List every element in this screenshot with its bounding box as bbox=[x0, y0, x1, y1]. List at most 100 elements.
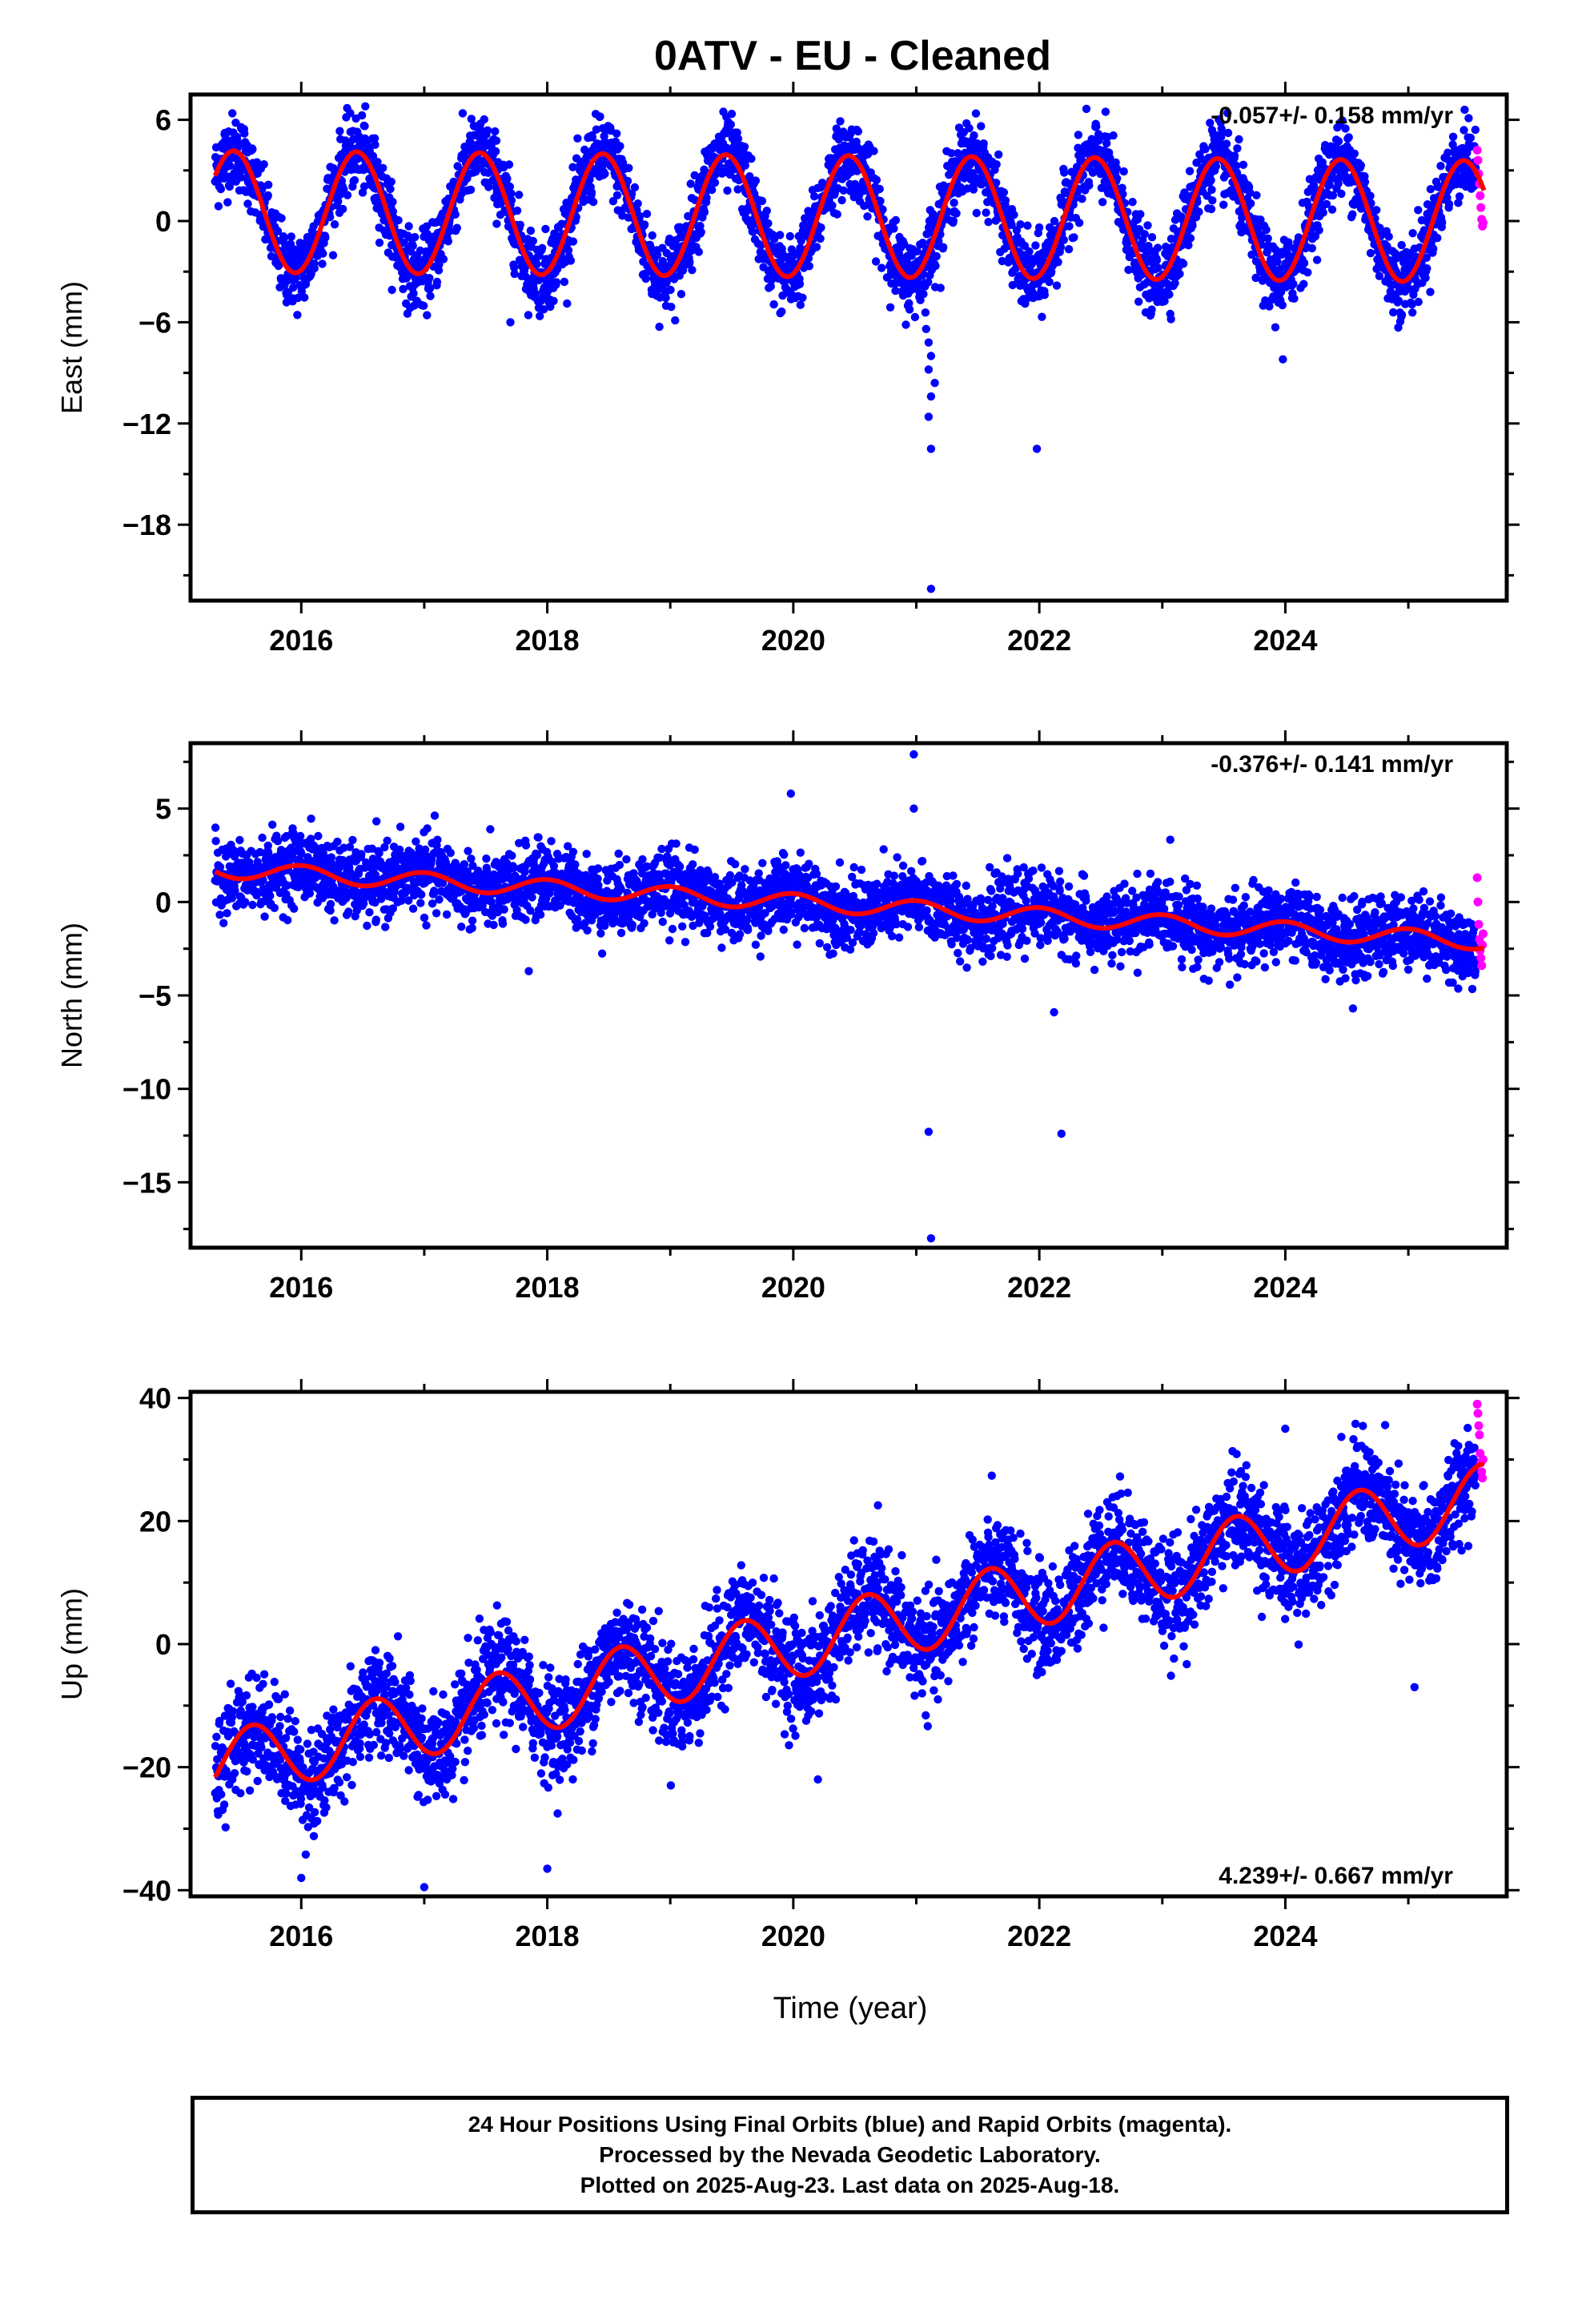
final-orbit-point bbox=[585, 175, 594, 184]
final-orbit-point bbox=[877, 263, 886, 272]
final-orbit-point bbox=[1085, 181, 1094, 190]
x-tick-label: 2018 bbox=[516, 624, 580, 657]
final-orbit-point bbox=[273, 227, 283, 235]
final-orbit-point bbox=[982, 208, 990, 217]
x-tick-label: 2024 bbox=[1253, 624, 1317, 657]
final-orbit-point bbox=[1207, 185, 1216, 195]
final-orbit-point bbox=[708, 185, 717, 195]
final-orbit-point bbox=[248, 900, 257, 910]
final-orbit-point bbox=[1170, 279, 1179, 287]
final-orbit-point bbox=[875, 184, 884, 194]
final-orbit-point bbox=[726, 120, 735, 129]
final-orbit-point bbox=[264, 180, 273, 189]
final-orbit-point bbox=[1152, 255, 1162, 265]
y-axis-label: East (mm) bbox=[55, 281, 88, 414]
final-orbit-point bbox=[211, 837, 220, 846]
final-orbit-point bbox=[1384, 232, 1393, 241]
final-orbit-point bbox=[690, 171, 699, 180]
final-orbit-point bbox=[932, 251, 942, 261]
final-orbit-point bbox=[921, 308, 930, 317]
final-orbit-point bbox=[727, 110, 737, 119]
final-orbit-point bbox=[1436, 162, 1445, 171]
final-orbit-point bbox=[1178, 259, 1188, 268]
final-orbit-point bbox=[740, 143, 749, 151]
final-orbit-point bbox=[1414, 206, 1423, 215]
final-orbit-point bbox=[1312, 255, 1322, 264]
final-orbit-point bbox=[863, 212, 872, 221]
final-orbit-point bbox=[326, 212, 335, 222]
final-orbit-point bbox=[339, 204, 347, 214]
final-orbit-point bbox=[568, 237, 578, 246]
final-orbit-point bbox=[528, 893, 536, 902]
final-orbit-point bbox=[372, 817, 381, 826]
final-orbit-point bbox=[979, 139, 988, 148]
final-orbit-point bbox=[1092, 122, 1101, 131]
final-orbit-point bbox=[289, 283, 298, 292]
final-orbit-point bbox=[423, 824, 432, 833]
final-orbit-point bbox=[515, 191, 524, 199]
y-tick-label: 6 bbox=[155, 104, 171, 137]
final-orbit-point bbox=[564, 246, 573, 255]
final-orbit-point bbox=[1147, 305, 1156, 314]
final-orbit-point bbox=[426, 292, 435, 300]
final-orbit-point bbox=[1064, 245, 1074, 254]
final-orbit-point bbox=[388, 197, 397, 207]
final-orbit-point bbox=[568, 847, 578, 857]
final-orbit-point bbox=[348, 835, 357, 845]
outlier-point bbox=[926, 444, 936, 453]
rapid-orbit-point bbox=[1479, 218, 1488, 227]
final-orbit-point bbox=[321, 233, 330, 242]
final-orbit-point bbox=[432, 277, 442, 287]
final-orbit-point bbox=[1186, 234, 1195, 243]
final-orbit-point bbox=[1366, 191, 1375, 200]
final-orbit-point bbox=[411, 232, 420, 242]
final-orbit-point bbox=[492, 136, 501, 145]
final-orbit-point bbox=[394, 215, 403, 225]
final-orbit-point bbox=[1074, 219, 1084, 227]
final-orbit-point bbox=[969, 185, 978, 194]
final-orbit-point bbox=[984, 218, 993, 227]
final-orbit-point bbox=[524, 311, 533, 320]
final-orbit-point bbox=[211, 823, 220, 832]
final-orbit-points bbox=[211, 102, 1480, 593]
final-orbit-point bbox=[796, 300, 805, 309]
final-orbit-point bbox=[661, 293, 670, 303]
final-orbit-point bbox=[219, 919, 228, 927]
final-orbit-point bbox=[528, 236, 537, 246]
final-orbit-point bbox=[1230, 151, 1239, 160]
final-orbit-point bbox=[396, 822, 405, 831]
final-orbit-point bbox=[1101, 107, 1110, 116]
final-orbit-point bbox=[769, 300, 778, 309]
final-orbit-point bbox=[423, 229, 432, 239]
final-orbit-point bbox=[608, 197, 618, 206]
final-orbit-point bbox=[270, 903, 279, 913]
final-orbit-point bbox=[1134, 297, 1143, 306]
final-orbit-point bbox=[757, 196, 767, 206]
final-orbit-point bbox=[710, 178, 720, 187]
final-orbit-point bbox=[296, 831, 305, 841]
final-orbit-point bbox=[1252, 191, 1261, 199]
final-orbit-point bbox=[630, 183, 640, 192]
y-tick-label: −12 bbox=[122, 408, 171, 440]
outlier-point bbox=[921, 324, 931, 333]
final-orbit-point bbox=[419, 301, 428, 310]
final-orbit-point bbox=[1074, 131, 1083, 139]
final-orbit-point bbox=[512, 206, 522, 215]
final-orbit-point bbox=[491, 147, 500, 156]
final-orbit-point bbox=[467, 115, 476, 123]
final-orbit-point bbox=[837, 195, 846, 205]
final-orbit-point bbox=[549, 862, 559, 870]
final-orbit-point bbox=[521, 915, 530, 924]
final-orbit-point bbox=[999, 188, 1009, 197]
final-orbit-point bbox=[408, 241, 417, 251]
final-orbit-point bbox=[319, 249, 327, 258]
final-orbit-point bbox=[357, 111, 367, 120]
final-orbit-point bbox=[563, 299, 572, 308]
final-orbit-point bbox=[357, 850, 366, 858]
final-orbit-point bbox=[1136, 210, 1145, 219]
final-orbit-point bbox=[776, 231, 785, 239]
final-orbit-point bbox=[287, 232, 295, 241]
final-orbit-point bbox=[817, 223, 825, 232]
velocity-rate: -0.057+/- 0.158 mm/yr bbox=[1211, 103, 1453, 129]
